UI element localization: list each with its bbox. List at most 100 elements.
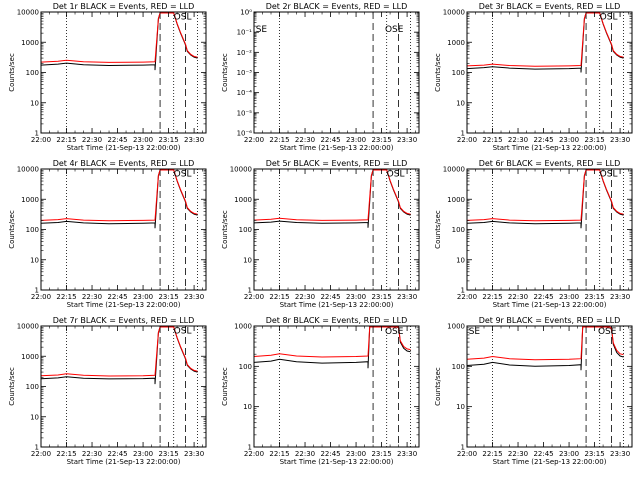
x-tick-label: 22:30 (82, 450, 102, 458)
series-line-lld (253, 169, 411, 221)
y-axis-label: Counts/sec (434, 367, 442, 406)
y-tick-label: 10⁻² (237, 49, 253, 57)
x-tick-label: 22:15 (56, 293, 76, 301)
y-tick-label: 1000 (447, 196, 465, 204)
x-tick-label: 23:15 (158, 293, 178, 301)
plot-frame (466, 11, 633, 134)
segment-label: OSL (174, 326, 192, 336)
x-tick-label: 23:30 (610, 136, 630, 144)
y-axis-label: Counts/sec (434, 210, 442, 249)
y-tick-label: 10000 (17, 9, 39, 17)
plot-frame (40, 325, 207, 448)
x-axis-label: Start Time (21-Sep-13 22:00:00) (67, 458, 181, 466)
x-tick-label: 22:15 (482, 293, 502, 301)
panel-title: Det 7r BLACK = Events, RED = LLD (53, 316, 195, 325)
x-axis-label: Start Time (21-Sep-13 22:00:00) (67, 144, 181, 152)
panel-title: Det 2r BLACK = Events, RED = LLD (266, 2, 408, 11)
y-tick-label: 10000 (17, 323, 39, 331)
y-tick-label: 1000 (447, 323, 465, 331)
y-tick-label: 10 (456, 256, 465, 264)
x-tick-label: 22:45 (533, 293, 553, 301)
x-tick-label: 22:45 (320, 293, 340, 301)
series-line-lld (40, 169, 198, 222)
y-tick-label: 1000 (234, 196, 252, 204)
y-tick-label: 100 (452, 363, 465, 371)
x-tick-label: 23:30 (184, 136, 204, 144)
x-tick-label: 22:00 (457, 450, 477, 458)
series-line-lld (466, 12, 624, 67)
x-tick-label: 22:30 (295, 293, 315, 301)
plot-frame (253, 325, 420, 448)
x-tick-label: 22:00 (457, 136, 477, 144)
x-tick-label: 23:30 (397, 450, 417, 458)
x-tick-label: 23:15 (584, 450, 604, 458)
segment-label: SE (256, 25, 268, 35)
x-tick-label: 22:45 (107, 293, 127, 301)
x-tick-label: 22:15 (482, 136, 502, 144)
x-tick-label: 23:15 (584, 293, 604, 301)
x-axis-label: Start Time (21-Sep-13 22:00:00) (67, 301, 181, 309)
y-tick-label: 10000 (17, 166, 39, 174)
x-tick-label: 22:00 (31, 136, 51, 144)
x-tick-label: 22:45 (533, 136, 553, 144)
y-tick-label: 10 (30, 256, 39, 264)
y-axis-label: Counts/sec (434, 53, 442, 92)
y-tick-label: 10⁻⁴ (237, 89, 253, 97)
y-tick-label: 1000 (21, 353, 39, 361)
x-tick-label: 22:15 (269, 136, 289, 144)
segment-label: OSL (600, 12, 618, 22)
y-axis-label: Counts/sec (221, 210, 229, 249)
x-tick-label: 23:15 (371, 136, 391, 144)
x-axis-label: Start Time (21-Sep-13 22:00:00) (493, 458, 607, 466)
x-tick-label: 23:15 (371, 450, 391, 458)
x-tick-label: 22:30 (508, 136, 528, 144)
y-tick-label: 1 (35, 287, 39, 295)
x-tick-label: 22:30 (508, 450, 528, 458)
y-tick-label: 10000 (443, 166, 465, 174)
x-tick-label: 23:15 (584, 136, 604, 144)
x-tick-label: 23:30 (184, 293, 204, 301)
x-tick-label: 23:00 (133, 450, 153, 458)
x-tick-label: 22:15 (269, 450, 289, 458)
x-tick-label: 23:15 (158, 450, 178, 458)
y-tick-label: 1 (461, 287, 465, 295)
x-tick-label: 22:30 (295, 136, 315, 144)
x-tick-label: 23:00 (346, 293, 366, 301)
x-tick-label: 22:45 (107, 136, 127, 144)
y-tick-label: 100 (452, 69, 465, 77)
y-tick-label: 1000 (447, 39, 465, 47)
x-tick-label: 22:15 (482, 450, 502, 458)
x-tick-label: 22:15 (56, 136, 76, 144)
y-tick-label: 100 (26, 226, 39, 234)
plot-frame (466, 168, 633, 291)
x-tick-label: 23:15 (371, 293, 391, 301)
x-tick-label: 23:30 (610, 293, 630, 301)
x-tick-label: 22:45 (533, 450, 553, 458)
y-tick-label: 10 (30, 413, 39, 421)
y-axis-label: Counts/sec (221, 367, 229, 406)
segment-label: SE (469, 327, 481, 337)
panel-title: Det 6r BLACK = Events, RED = LLD (479, 159, 621, 168)
x-tick-label: 22:45 (107, 450, 127, 458)
y-tick-label: 1000 (21, 39, 39, 47)
x-tick-label: 22:15 (56, 450, 76, 458)
panel-det-9r: Det 9r BLACK = Events, RED = LLD SE OSE 1 10… (434, 316, 633, 466)
y-tick-label: 10 (243, 403, 252, 411)
plot-frame (466, 325, 633, 448)
x-tick-label: 22:00 (244, 293, 264, 301)
segment-label: OSL (174, 169, 192, 179)
x-tick-label: 23:15 (158, 136, 178, 144)
y-tick-label: 10 (456, 403, 465, 411)
segment-label: OSE (385, 327, 404, 337)
y-tick-label: 10 (456, 99, 465, 107)
y-tick-label: 1 (461, 130, 465, 138)
y-tick-label: 1 (248, 287, 252, 295)
y-tick-label: 10000 (443, 9, 465, 17)
x-tick-label: 22:30 (82, 136, 102, 144)
x-tick-label: 22:45 (320, 450, 340, 458)
y-axis-label: Counts/sec (8, 367, 16, 406)
